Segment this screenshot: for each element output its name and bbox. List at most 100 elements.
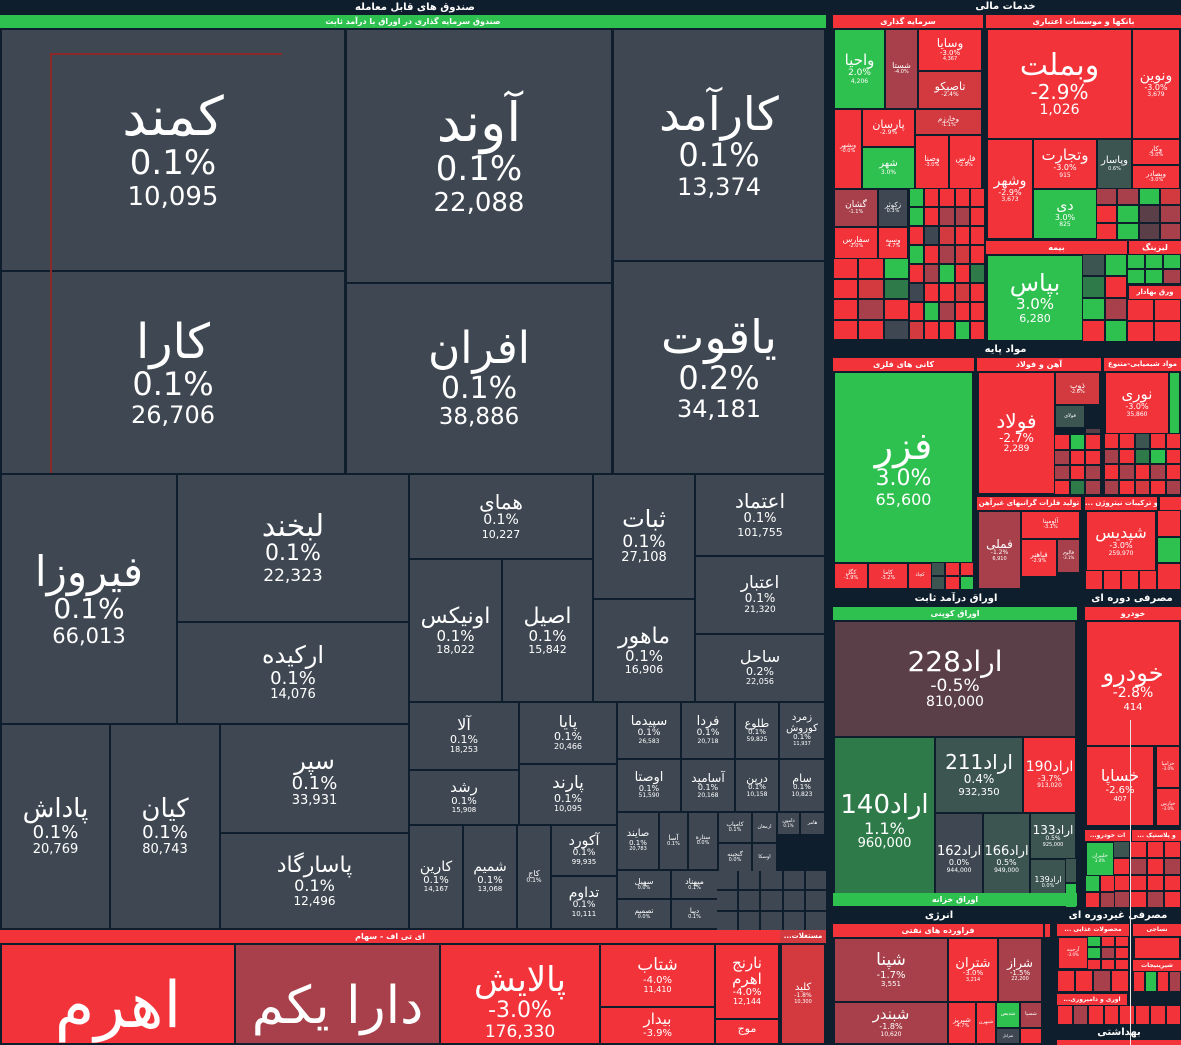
fund-tile[interactable]: رشد 0.1% 15,908 [408,769,520,826]
stock-tile[interactable]: آرجینه -3.0% [1057,936,1089,970]
fund-tile[interactable]: سپر 0.1% 33,931 [219,723,410,834]
sector-title-energy[interactable]: انرژی [924,910,954,921]
fund-tile[interactable]: شمیم 0.1% 13,068 [462,824,518,930]
group-bar-refinery[interactable]: فراورده های نفتی [833,924,1043,937]
small-bank-tiles[interactable] [1096,188,1181,240]
fund-tile[interactable]: آلا 0.1% 18,253 [408,701,520,771]
small-fund-tiles[interactable] [717,871,826,930]
fund-tile[interactable]: کارین 0.1% 14,167 [408,824,464,930]
stock-tile[interactable]: وبصادر -3.0% [1131,164,1181,190]
stock-tile[interactable]: زکوثر 0.3% [877,188,909,228]
group-bar-food[interactable]: ... محصولات غذایی [1057,924,1129,936]
fund-tile[interactable]: فردا 0.1% 20,718 [680,701,736,760]
stock-tile[interactable]: خساپا -2.6% 407 [1085,745,1155,827]
small-financial-tiles[interactable] [833,258,909,340]
fund-tile[interactable]: ستاره 0.0% [687,811,719,871]
group-bar-auto-parts[interactable]: ...ات خودرو [1085,830,1130,841]
small-nitrogen-tiles[interactable] [1085,570,1157,590]
etf-tile[interactable]: شتاب -4.0% 11,410 [599,943,716,1008]
bond-tile[interactable]: اراد228 -0.5% 810,000 [833,620,1077,738]
group-bar-metal-ores[interactable]: کانی های فلزی [833,358,974,371]
fund-tile[interactable]: آسا 0.1% [658,811,689,871]
group-bar-other-basic[interactable] [1160,497,1181,510]
small-consumer-tiles[interactable] [1113,841,1181,908]
fund-tile[interactable]: میهناد 0.1% [670,869,719,900]
stock-tile[interactable]: شبریز -4.7% [947,1001,977,1045]
fund-tile[interactable]: ارمغان [751,811,778,844]
stock-tile[interactable]: وتجارت -3.0% 915 [1032,138,1098,190]
stock-tile[interactable] [1019,1027,1043,1045]
stock-tile[interactable] [1168,371,1181,435]
stock-tile[interactable]: وسایا -3.0% 4,367 [917,28,983,72]
group-bar-sweets[interactable]: شیرینیجات [1133,960,1181,971]
stock-tile[interactable]: فباهنر -2.9% [1020,538,1058,578]
etf-tile[interactable]: موج [714,1018,780,1045]
sector-title-financial[interactable]: خدمات مالی [975,1,1036,12]
small-ore-tiles[interactable] [931,562,974,590]
fund-tile[interactable]: پارند 0.1% 10,095 [518,763,618,826]
group-bar-etf-equity[interactable]: ای تی اف - سهام [0,930,780,943]
fund-tile[interactable]: آسامید 0.1% 20,168 [680,758,736,813]
group-bar-pharma-farming[interactable]: ...اوری و دامپروری [1057,994,1127,1005]
stock-tile[interactable]: وبملت -2.9% 1,026 [986,28,1133,140]
etf-tile[interactable]: اهرم [0,943,236,1045]
sector-title-consumer-noncyclical[interactable]: مصرفی غیردوره ای [1068,910,1168,921]
fund-tile[interactable]: کیان 0.1% 80,743 [109,723,221,930]
sector-title-basic-materials[interactable]: مواد پایه [984,344,1027,355]
stock-tile[interactable]: شسپا [1019,1001,1043,1029]
small-noncyclical-tiles[interactable] [1057,1005,1181,1025]
fund-tile[interactable]: اونیکس 0.1% 18,022 [408,558,503,703]
fund-tile[interactable]: سام 0.1% 10,823 [778,758,826,813]
fund-tile[interactable]: یاقوت 0.2% 34,181 [612,260,826,475]
energy-side-strip[interactable] [1045,924,1050,937]
stock-tile[interactable]: خزامیا -3.0% [1155,745,1181,789]
etf-tile[interactable]: کلید -1.8% 10,300 [780,943,826,1045]
etf-tile[interactable]: نارنج اهرم -4.0% 12,144 [714,943,780,1020]
fund-tile[interactable]: فیروزا 0.1% 66,013 [0,473,178,725]
small-insurance-tiles[interactable] [1082,254,1127,342]
bond-tile[interactable]: اراد140 1.1% 960,000 [833,736,936,908]
stock-tile[interactable]: آلومینا -3.1% [1020,510,1081,540]
stock-tile[interactable]: شستا -4.0% [884,28,919,110]
fund-tile[interactable]: پایا 0.1% 20,466 [518,701,618,765]
fund-tile[interactable]: کارا 0.1% 26,706 [0,270,346,475]
stock-tile[interactable]: کاما -3.2% [867,562,909,590]
group-bar-chemicals[interactable]: مواد شیمیایی-متنوع [1104,358,1181,371]
fund-tile[interactable]: اعتبار 0.1% 21,320 [694,555,826,635]
stock-tile[interactable]: خلیبران 3.0% [1085,841,1115,877]
stock-tile[interactable]: وشهر -2.9% 3,673 [986,138,1034,240]
etf-tile[interactable]: پالایش -3.0% 176,330 [439,943,601,1045]
stock-tile[interactable]: فزر 3.0% 65,600 [833,371,974,564]
group-bar-steel[interactable]: آهن و فولاد [977,358,1101,371]
fund-tile[interactable]: کاج 0.1% [516,824,552,930]
stock-tile[interactable]: وخارزم -1.1% [914,108,983,136]
fund-tile[interactable]: اعتماد 0.1% 101,755 [694,473,826,557]
fund-tile[interactable]: آکورد 0.1% 99,935 [550,824,618,877]
fund-tile[interactable]: کامیاب 0.1% [717,811,753,844]
small-steel-tiles[interactable] [1054,429,1101,495]
fund-tile[interactable]: زمرد کوروش 0.1% 11,937 [778,701,826,760]
fund-tile[interactable]: ارکیده 0.1% 14,076 [176,621,410,725]
group-bar-insurance[interactable]: بیمه [986,241,1127,254]
stock-tile[interactable]: کگل -1.9% [833,562,869,590]
group-bar-auto[interactable]: خودرو [1085,607,1181,620]
fund-tile[interactable]: آوند 0.1% 22,088 [345,28,613,284]
bond-tile[interactable]: اراد190 -3.7% 913,020 [1022,736,1077,814]
fund-tile[interactable]: افران 0.1% 38,886 [345,282,613,475]
stock-tile[interactable]: کچاد [907,562,933,590]
stock-tile[interactable]: شراز -1.5% 22,200 [997,937,1043,1003]
fund-tile[interactable]: لبخند 0.1% 22,323 [176,473,410,623]
stock-tile[interactable]: ونوین -3.0% 3,679 [1131,28,1181,140]
stock-tile[interactable]: فملی -1.2% 6,910 [977,510,1022,590]
stock-tile[interactable]: ذوب -2.6% [1054,371,1101,406]
fund-tile[interactable]: ماهور 0.1% 16,906 [592,598,696,703]
small-financial-tiles-2[interactable] [909,188,985,340]
stock-tile[interactable]: دی 3.0% 825 [1032,188,1098,240]
bond-tile[interactable]: اراد133 0.5% 925,000 [1029,812,1077,860]
stock-tile[interactable]: خپارس -3.0% [1155,787,1181,827]
fund-tile[interactable]: دیبا 0.1% [670,898,719,930]
bond-tile[interactable]: اراد162 0.0% 944,000 [934,812,984,908]
fund-tile[interactable]: سپیدما 0.1% 26,583 [616,701,682,760]
stock-tile[interactable]: شبندر -1.8% 10,620 [833,1001,949,1045]
fund-tile[interactable]: اوسکا [751,842,778,873]
